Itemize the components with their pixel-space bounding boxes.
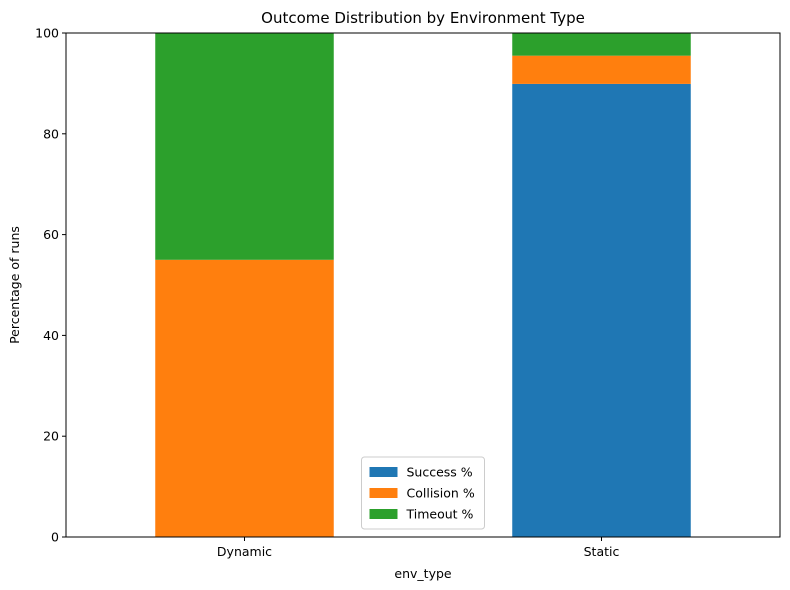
x-tick-label: Dynamic bbox=[217, 544, 272, 559]
legend-label: Success % bbox=[407, 465, 473, 480]
plot-frame bbox=[65, 32, 781, 538]
y-tick-label: 60 bbox=[43, 227, 59, 242]
bar-dynamic-series-1 bbox=[155, 259, 334, 537]
x-axis: Dynamic Static bbox=[217, 537, 620, 559]
x-tick-label: Static bbox=[584, 544, 620, 559]
bar-dynamic-series-2 bbox=[155, 33, 334, 260]
y-tick-label: 80 bbox=[43, 126, 59, 141]
legend: Success % Collision % Timeout % bbox=[361, 456, 485, 530]
bars-group bbox=[155, 33, 691, 538]
y-axis-label: Percentage of runs bbox=[7, 226, 22, 344]
bar-static-series-1 bbox=[512, 55, 691, 84]
legend-swatch bbox=[369, 509, 398, 519]
y-tick-label: 0 bbox=[51, 530, 59, 545]
x-axis-label: env_type bbox=[394, 566, 451, 581]
legend-swatch bbox=[369, 467, 398, 477]
chart-title: Outcome Distribution by Environment Type bbox=[261, 9, 585, 27]
y-tick-label: 20 bbox=[43, 429, 59, 444]
y-tick-label: 100 bbox=[35, 26, 59, 41]
bar-static-series-2 bbox=[512, 33, 691, 56]
y-tick-label: 40 bbox=[43, 328, 59, 343]
legend-swatch bbox=[369, 488, 398, 498]
bar-static-series-0 bbox=[512, 83, 691, 538]
legend-label: Collision % bbox=[407, 486, 475, 501]
legend-label: Timeout % bbox=[406, 507, 474, 522]
y-axis: 0 20 40 60 80 100 bbox=[35, 26, 66, 545]
